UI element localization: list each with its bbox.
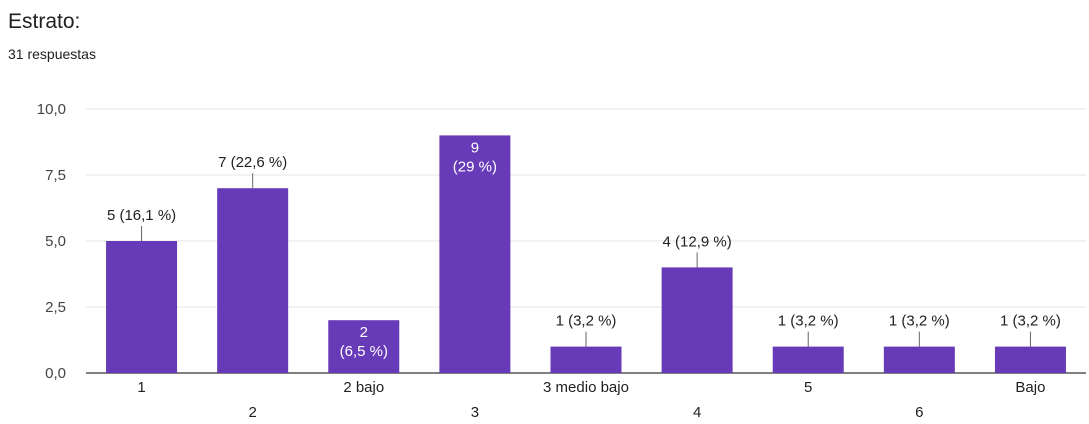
- data-label: 1 (3,2 %): [778, 313, 839, 330]
- y-tick-label: 5,0: [45, 233, 66, 250]
- chart-title: Estrato:: [8, 10, 81, 33]
- bar[interactable]: [661, 267, 733, 373]
- data-label: (29 %): [453, 158, 497, 175]
- y-tick-label: 2,5: [45, 299, 66, 316]
- data-label: 1 (3,2 %): [1000, 313, 1061, 330]
- data-label: 7 (22,6 %): [218, 154, 287, 171]
- data-label: 4 (12,9 %): [663, 233, 732, 250]
- x-tick-label: 5: [804, 379, 812, 396]
- bar[interactable]: [439, 135, 511, 373]
- bar[interactable]: [217, 188, 289, 373]
- bar[interactable]: [772, 346, 844, 373]
- response-count: 31 respuestas: [8, 46, 96, 62]
- data-label: 1 (3,2 %): [889, 313, 950, 330]
- data-label: 2: [360, 324, 368, 341]
- x-tick-label: 2 bajo: [343, 379, 384, 396]
- x-tick-label: 6: [915, 404, 923, 421]
- chart-grid: 0,0 2,5 5,0 7,5 10,0: [37, 101, 1086, 382]
- data-label: 5 (16,1 %): [107, 207, 176, 224]
- x-tick-label: 4: [693, 404, 701, 421]
- y-tick-label: 10,0: [37, 101, 66, 118]
- bar[interactable]: [328, 320, 400, 373]
- y-tick-label: 7,5: [45, 167, 66, 184]
- data-label: 1 (3,2 %): [556, 313, 617, 330]
- bar[interactable]: [106, 241, 178, 373]
- chart-bars: [106, 135, 1066, 373]
- chart-data-labels: 5 (16,1 %) 7 (22,6 %) 2 (6,5 %) 9 (29 %) 1 (3,…: [107, 139, 1061, 360]
- bar[interactable]: [550, 346, 622, 373]
- x-tick-label: 3: [471, 404, 479, 421]
- x-tick-label: 3 medio bajo: [543, 379, 629, 396]
- bar[interactable]: [994, 346, 1066, 373]
- y-tick-label: 0,0: [45, 365, 66, 382]
- data-label: (6,5 %): [340, 343, 388, 360]
- chart-x-axis: 1 2 2 bajo 3 3 medio bajo 4 5 6 Bajo: [137, 379, 1045, 421]
- x-tick-label: Bajo: [1015, 379, 1045, 396]
- x-tick-label: 1: [137, 379, 145, 396]
- bar[interactable]: [883, 346, 955, 373]
- data-label: 9: [471, 139, 479, 156]
- x-tick-label: 2: [248, 404, 256, 421]
